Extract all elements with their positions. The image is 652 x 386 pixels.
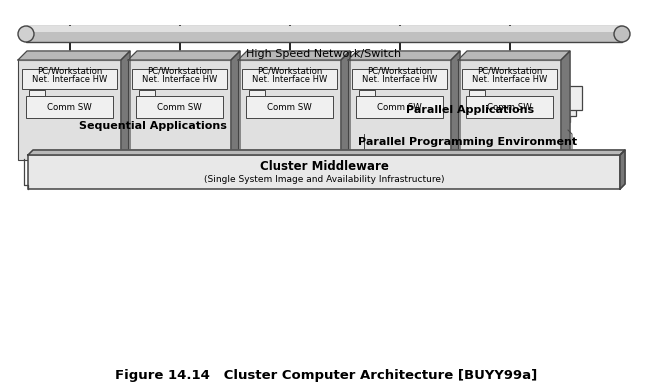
Bar [67,101,262,127]
Text: Figure 14.14   Cluster Computer Architecture [BUYY99a]: Figure 14.14 Cluster Computer Architectu… [115,369,537,381]
Text: Parallel Programming Environment: Parallel Programming Environment [359,137,578,147]
Ellipse shape [18,26,34,42]
Ellipse shape [614,26,630,42]
Text: PC/Workstation: PC/Workstation [37,66,102,76]
Bar [359,90,375,96]
Bar [246,96,333,118]
Polygon shape [348,51,460,60]
Bar [462,69,557,89]
Bar [348,60,451,160]
Text: High Speed Network/Switch: High Speed Network/Switch [246,49,402,59]
Polygon shape [128,51,240,60]
Bar [26,26,622,42]
Polygon shape [231,51,240,160]
Bar [28,155,620,189]
Bar [356,96,443,118]
Bar [352,69,447,89]
Text: PC/Workstation: PC/Workstation [367,66,432,76]
Text: Comm SW: Comm SW [47,103,92,112]
Text: (Single System Image and Availability Infrastructure): (Single System Image and Availability In… [203,174,444,183]
Text: Net. Interface HW: Net. Interface HW [362,74,437,83]
Text: Comm SW: Comm SW [157,103,202,112]
Polygon shape [458,51,570,60]
Bar [382,86,582,110]
Bar [370,98,570,122]
Bar [26,96,113,118]
Bar [18,60,121,160]
Text: Cluster Middleware: Cluster Middleware [259,161,389,173]
Bar [55,113,250,139]
Text: Net. Interface HW: Net. Interface HW [142,74,217,83]
Bar [26,26,622,32]
Bar [376,92,576,116]
Bar [368,130,568,154]
Text: Comm SW: Comm SW [267,103,312,112]
Bar [136,96,223,118]
Text: Comm SW: Comm SW [487,103,532,112]
Polygon shape [238,51,350,60]
Polygon shape [341,51,350,160]
Text: Comm SW: Comm SW [377,103,422,112]
Bar [29,90,45,96]
Bar [466,96,553,118]
Text: PC/Workstation: PC/Workstation [477,66,542,76]
Polygon shape [561,51,570,160]
Bar [128,60,231,160]
Text: Net. Interface HW: Net. Interface HW [252,74,327,83]
Bar [22,69,117,89]
Text: PC/Workstation: PC/Workstation [147,66,212,76]
Text: Parallel Applications: Parallel Applications [406,105,534,115]
Bar [238,60,341,160]
Polygon shape [18,51,130,60]
Bar [249,90,265,96]
Bar [469,90,485,96]
Text: PC/Workstation: PC/Workstation [257,66,322,76]
Bar [458,60,561,160]
Bar [139,90,155,96]
Text: Net. Interface HW: Net. Interface HW [32,74,107,83]
Polygon shape [451,51,460,160]
Bar [132,69,227,89]
Text: Net. Interface HW: Net. Interface HW [472,74,547,83]
Bar [242,69,337,89]
Polygon shape [28,150,625,155]
Bar [61,107,256,133]
Polygon shape [121,51,130,160]
Polygon shape [620,150,625,189]
Text: Sequential Applications: Sequential Applications [78,121,226,131]
